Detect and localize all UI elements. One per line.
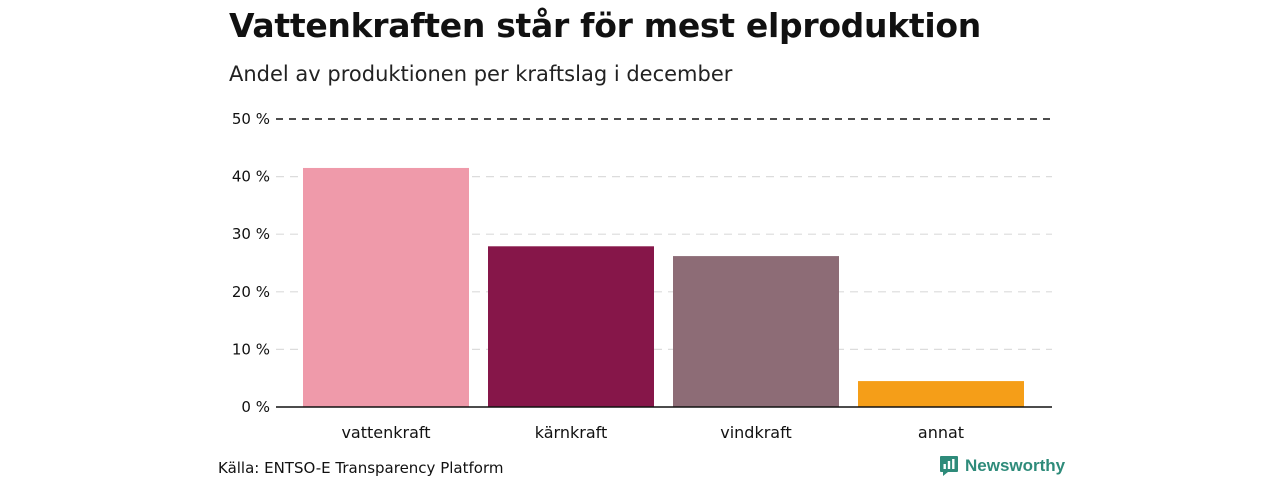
bar-3 xyxy=(858,381,1024,407)
y-tick-labels: 0 % 10 % 20 % 30 % 40 % 50 % xyxy=(232,110,270,416)
y-tick-label: 50 % xyxy=(232,110,270,128)
bars xyxy=(303,167,1024,407)
category-labels: vattenkraft kärnkraft vindkraft annat xyxy=(341,423,964,442)
brand-name: Newsworthy xyxy=(965,456,1066,475)
bar-0 xyxy=(303,167,469,407)
category-label: annat xyxy=(918,423,964,442)
newsworthy-logo-icon xyxy=(940,456,958,476)
y-tick-label: 0 % xyxy=(241,398,270,416)
bar-2 xyxy=(673,256,839,407)
y-tick-label: 40 % xyxy=(232,168,270,186)
source-note: Källa: ENTSO-E Transparency Platform xyxy=(218,459,504,477)
y-tick-label: 10 % xyxy=(232,340,270,358)
bar-1 xyxy=(488,246,654,407)
category-label: vattenkraft xyxy=(341,423,430,442)
y-tick-label: 30 % xyxy=(232,225,270,243)
chart-subtitle: Andel av produktionen per kraftslag i de… xyxy=(229,62,733,86)
chart-title: Vattenkraften står för mest elproduktion xyxy=(229,6,981,45)
category-label: vindkraft xyxy=(720,423,791,442)
brand-logo: Newsworthy xyxy=(939,455,1065,477)
y-tick-label: 20 % xyxy=(232,283,270,301)
category-label: kärnkraft xyxy=(535,423,608,442)
